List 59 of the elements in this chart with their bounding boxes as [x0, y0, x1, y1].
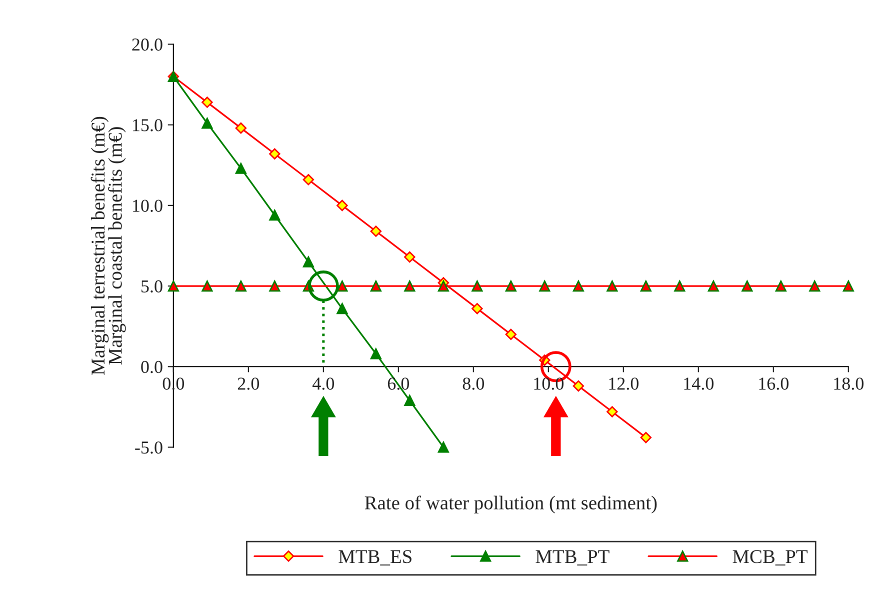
point: [168, 280, 179, 292]
x-tick-label: 18.0: [834, 378, 864, 390]
point: [606, 280, 618, 292]
point: [505, 280, 516, 292]
x-tick-label: 14.0: [684, 378, 714, 390]
point: [269, 210, 280, 221]
legend-label: MTB_ES: [338, 550, 412, 566]
y-tick-label: 0.0: [141, 360, 162, 374]
x-axis-title: Rate of water pollution (mt sediment): [364, 496, 657, 514]
x-tick-label: 2.0: [238, 378, 260, 390]
point: [202, 118, 213, 129]
point: [742, 280, 753, 292]
point: [674, 280, 686, 292]
point: [202, 96, 213, 108]
point: [438, 442, 449, 453]
point: [505, 328, 517, 340]
point: [775, 280, 786, 292]
y-tick-label: -5.0: [135, 441, 162, 454]
point: [572, 280, 584, 292]
point: [640, 432, 652, 444]
x-tick-label: 12.0: [609, 378, 639, 390]
x-tick-label: 16.0: [759, 378, 789, 390]
point: [809, 280, 820, 292]
point: [472, 280, 483, 292]
point: [370, 348, 382, 360]
point: [572, 380, 584, 392]
point: [302, 174, 314, 186]
point: [235, 122, 247, 134]
point: [404, 251, 416, 263]
point: [269, 148, 280, 160]
y-axis-title: Marginal terrestrial benefits (m€) Marginal coastal benefits (m€): [90, 116, 126, 375]
x-tick-label: 8.0: [462, 378, 484, 390]
y-tick-label: 20.0: [132, 38, 162, 51]
x-tick-label: 4.0: [312, 378, 334, 390]
point: [539, 280, 550, 292]
point: [336, 280, 348, 292]
point: [269, 280, 280, 292]
point: [708, 280, 719, 292]
x-tick-label: 10.0: [534, 378, 564, 390]
point: [404, 394, 416, 406]
point: [842, 280, 854, 292]
legend-label: MCB_PT: [732, 550, 808, 566]
point: [302, 256, 314, 268]
y-tick-label: 5.0: [142, 280, 162, 293]
point: [370, 226, 382, 237]
point: [336, 200, 348, 212]
legend-label: MTB_PT: [536, 550, 610, 566]
point: [438, 280, 449, 292]
point: [606, 406, 618, 418]
y-tick-label: 10.0: [133, 200, 162, 212]
point: [336, 303, 348, 314]
point: [640, 280, 652, 292]
y-tick-label: 15.0: [133, 119, 162, 132]
point: [404, 280, 416, 292]
point: [235, 162, 246, 174]
point: [202, 280, 213, 292]
point: [235, 280, 246, 292]
point: [472, 302, 483, 314]
point: [370, 280, 382, 292]
